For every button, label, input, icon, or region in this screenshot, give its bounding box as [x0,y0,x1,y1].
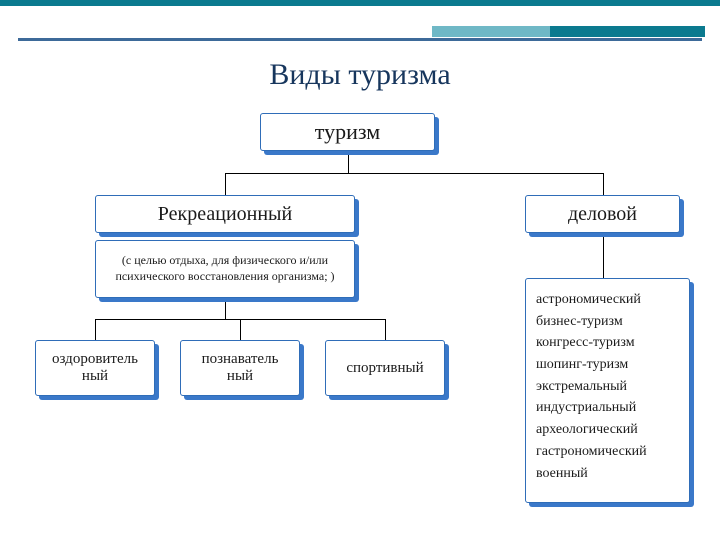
business-list-item: археологический [536,419,638,441]
conn-rec-up [225,173,226,195]
node-child-sport-l1: спортивный [346,360,423,377]
conn-biz-up [603,173,604,195]
conn-child0-v [95,319,96,340]
conn-child1-v [240,319,241,340]
node-recreational: Рекреационный [95,195,355,233]
page-title: Виды туризма [0,58,720,92]
business-list-item: экстремальный [536,376,627,398]
business-list-item: военный [536,463,588,485]
conn-biz-list-v [603,233,604,278]
business-list-item: бизнес-туризм [536,311,623,333]
node-business-list: астрономическийбизнес-туризмконгресс-тур… [525,278,690,503]
node-recreational-subtitle: (с целью отдыха, для физического и/или п… [95,240,355,298]
node-business: деловой [525,195,680,233]
business-list-item: конгресс-туризм [536,332,635,354]
top-border [0,0,720,6]
business-list-item: гастрономический [536,441,647,463]
node-child-cognitive-l2: ный [227,368,253,385]
node-recreational-subtitle-text: (с целью отдыха, для физического и/или п… [102,253,348,284]
node-child-health-l1: оздоровитель [52,351,138,368]
node-root-label: туризм [315,119,380,145]
node-child-health-l2: ный [82,368,108,385]
business-list-item: астрономический [536,289,641,311]
node-child-health: оздоровитель ный [35,340,155,396]
node-child-cognitive-l1: познаватель [202,351,279,368]
accent-bar-1 [432,26,550,37]
business-list-item: шопинг-туризм [536,354,628,376]
conn-root-h [225,173,603,174]
node-root: туризм [260,113,435,151]
node-recreational-label: Рекреационный [158,203,292,226]
business-list-item: индустриальный [536,397,636,419]
accent-bar-2 [550,26,705,37]
conn-child2-v [385,319,386,340]
node-child-cognitive: познаватель ный [180,340,300,396]
node-business-label: деловой [568,203,637,226]
header-rule [18,38,702,41]
node-child-sport: спортивный [325,340,445,396]
